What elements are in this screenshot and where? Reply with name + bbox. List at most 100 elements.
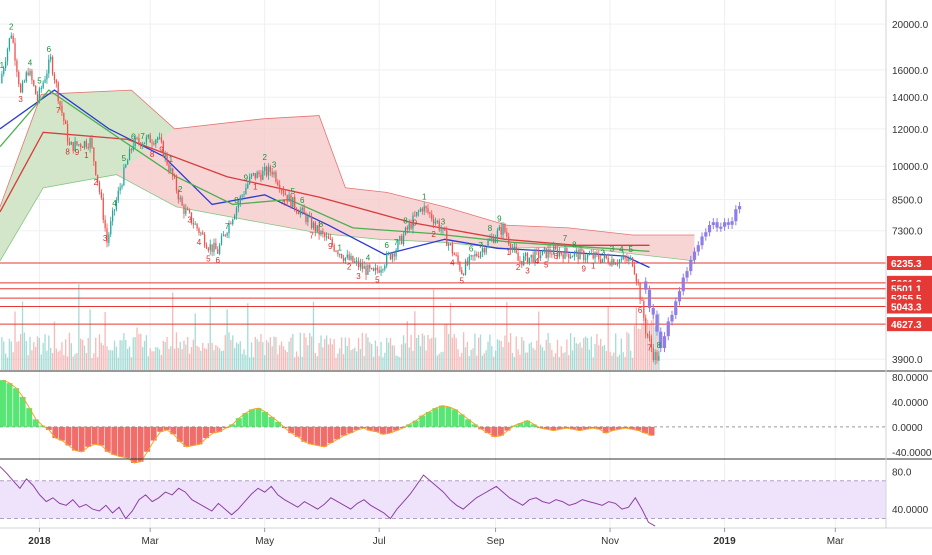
histogram-bar — [550, 426, 557, 431]
candle-body — [192, 222, 195, 225]
volume-bar — [53, 321, 56, 370]
candle-body — [324, 233, 326, 237]
volume-bar — [155, 347, 157, 370]
volume-bar — [14, 311, 16, 370]
candle-body — [457, 255, 459, 263]
volume-bar — [256, 339, 258, 370]
candle-body — [483, 248, 485, 253]
candle-body — [408, 223, 410, 230]
volume-bar — [36, 336, 39, 370]
count-label: 6 — [638, 306, 643, 315]
volume-bar — [23, 332, 26, 370]
volume-bar — [83, 345, 86, 370]
candle-body — [631, 257, 634, 267]
candle-body — [260, 174, 262, 180]
count-label: 8 — [488, 224, 493, 233]
candle-body — [209, 244, 211, 251]
candle-body — [502, 223, 504, 235]
volume-bar — [601, 346, 604, 370]
projection-body — [730, 221, 734, 225]
histogram-bar — [563, 426, 570, 429]
histogram-bar — [635, 426, 642, 431]
volume-bar — [46, 350, 48, 370]
volume-bar — [147, 356, 149, 370]
volume-bar — [648, 323, 651, 370]
volume-bar — [177, 347, 179, 370]
volume-bar — [622, 352, 624, 370]
histogram-bar — [294, 426, 301, 437]
volume-bar — [646, 319, 649, 370]
histogram-bar — [589, 426, 596, 429]
histogram-bar — [517, 423, 524, 427]
candle-body — [179, 197, 181, 200]
candle-body — [416, 211, 418, 216]
volume-bar — [29, 336, 31, 370]
candle-body — [648, 335, 651, 339]
candle-body — [645, 317, 647, 334]
candle-body — [70, 142, 72, 145]
volume-bar — [414, 311, 416, 370]
volume-bar — [185, 344, 187, 370]
candle-body — [310, 216, 313, 229]
candle-body — [500, 226, 502, 235]
count-label: 8 — [572, 240, 577, 249]
candle-body — [157, 137, 159, 140]
candle-body — [449, 243, 452, 245]
candle-body — [333, 245, 335, 251]
volume-bar — [132, 337, 134, 370]
candle-body — [1, 73, 3, 84]
volume-bar — [509, 333, 512, 370]
count-label: 9 — [159, 146, 164, 155]
histogram-bar — [39, 425, 46, 427]
volume-bar — [371, 344, 373, 370]
candle-body — [117, 190, 119, 201]
projection-body — [726, 222, 730, 225]
histogram-bar — [366, 426, 373, 431]
candle-body — [299, 210, 301, 215]
candle-body — [393, 253, 395, 257]
volume-bar — [31, 350, 33, 370]
volume-bar — [170, 346, 172, 370]
volume-bar — [639, 329, 641, 370]
candle-body — [588, 254, 591, 256]
count-label: 2 — [516, 263, 521, 272]
histogram-bar — [373, 426, 380, 432]
count-label: 9 — [497, 215, 502, 224]
volume-bar — [115, 346, 118, 370]
candle-body — [354, 261, 356, 263]
y-tick-label: 20000.0 — [892, 20, 929, 31]
count-label: 2 — [9, 22, 14, 31]
volume-bar — [508, 342, 510, 370]
volume-bar — [489, 334, 491, 370]
volume-bar — [320, 335, 322, 370]
candle-body — [590, 253, 592, 255]
volume-bar — [93, 353, 95, 370]
histogram-bar — [242, 413, 249, 427]
y-tick-label: 14000.0 — [892, 93, 929, 104]
volume-bar — [269, 337, 271, 370]
volume-bar — [267, 342, 270, 370]
histogram-bar — [111, 426, 118, 455]
volume-bar — [485, 350, 487, 370]
volume-bar — [417, 335, 420, 370]
candle-body — [187, 208, 189, 211]
volume-bar — [412, 350, 414, 370]
volume-bar — [553, 356, 555, 370]
histogram-bar — [543, 426, 550, 430]
volume-bar — [310, 336, 313, 370]
count-label: 1 — [591, 262, 596, 271]
projection-body — [689, 259, 693, 272]
count-label: 8 — [657, 341, 662, 350]
volume-bar — [410, 334, 412, 370]
volume-bar — [74, 354, 76, 370]
candle-body — [267, 166, 270, 176]
volume-bar — [618, 354, 621, 370]
candle-body — [290, 194, 292, 208]
histogram-bar — [229, 424, 236, 427]
volume-bar — [18, 340, 20, 370]
x-tick-label: Mar — [142, 536, 160, 547]
candle-body — [399, 236, 401, 241]
